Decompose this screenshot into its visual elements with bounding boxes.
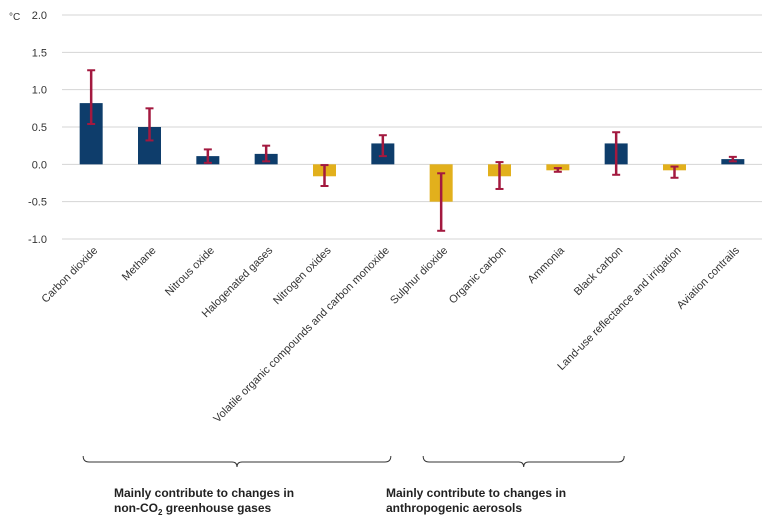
category-label: Black carbon [572, 245, 625, 298]
category-label: Land-use reflectance and irrigation [555, 245, 683, 373]
group-label-greenhouse-line1: Mainly contribute to changes in [114, 486, 295, 500]
group-brace [82, 455, 392, 468]
category-label: Sulphur dioxide [388, 245, 450, 307]
category-label: Nitrous oxide [163, 245, 217, 299]
group-label-aerosols-line2: anthropogenic aerosols [386, 501, 523, 515]
y-tick-label: -0.5 [28, 197, 47, 209]
bar [79, 103, 103, 165]
group-brace [422, 455, 625, 468]
y-tick-label: 1.5 [32, 47, 47, 59]
group-label-aerosols-line1: Mainly contribute to changes in [386, 486, 567, 500]
y-tick-label: 0.5 [32, 122, 47, 134]
category-label: Ammonia [526, 244, 568, 286]
gridlines [62, 14, 762, 240]
y-tick-label: -1.0 [28, 234, 47, 246]
y-unit-label: °C [9, 12, 20, 23]
group-braces [82, 455, 625, 468]
category-labels: Carbon dioxide Methane Nitrous oxideHaloge… [39, 244, 742, 425]
category-label: Carbon dioxide [39, 245, 100, 306]
error-bars [87, 69, 737, 232]
group-label-aerosols: Mainly contribute to changes in anthropo… [386, 486, 566, 517]
bars [79, 103, 745, 202]
group-label-greenhouse-line2: non-CO2 greenhouse gases [114, 501, 272, 517]
y-tick-label: 1.0 [32, 85, 47, 97]
y-tick-label: 2.0 [32, 10, 47, 22]
category-label: Organic carbon [447, 245, 509, 307]
bar [138, 127, 161, 165]
y-tick-label: 0.0 [32, 159, 47, 171]
category-label: Aviation contrails [675, 244, 742, 311]
category-label: Nitrogen oxides [271, 244, 334, 307]
y-tick-labels: 2.0 1.5 1.0 0.5 0.0 -0.5 -1.0 [28, 10, 47, 246]
category-label: Methane [120, 245, 159, 284]
group-label-greenhouse: Mainly contribute to changes in non-CO2 … [114, 486, 294, 517]
